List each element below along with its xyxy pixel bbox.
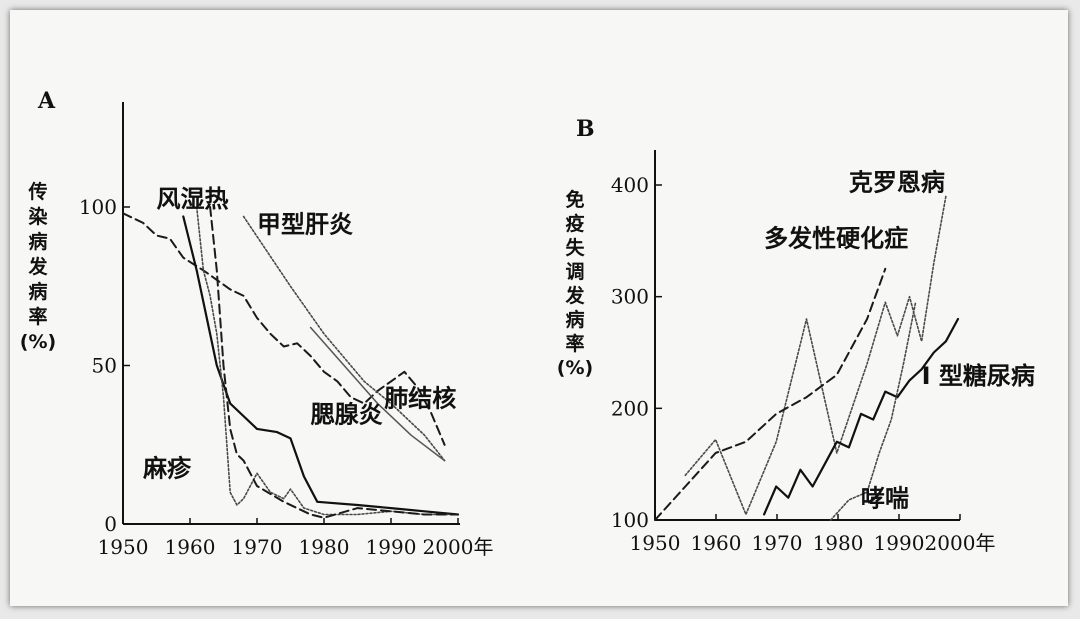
panel-b-label: B [576, 116, 595, 142]
panel-b-x-tick-label: 1990 [874, 531, 925, 555]
panel-a-series-label-0: 风湿热 [157, 185, 229, 213]
panel-a-series-label-1: 甲型肝炎 [257, 210, 353, 238]
panel-a-series-line-1 [242, 215, 446, 462]
panel-a-series-line-5 [209, 206, 459, 519]
panel-a-y-axis-label: 染 [28, 205, 47, 228]
panel-a-y-axis-label: 发 [27, 255, 48, 278]
panel-b-y-axis-label: 疫 [565, 212, 584, 235]
panel-b-x-tick-label: 1950 [630, 531, 681, 555]
panel-b-x-tick-label: 2000年 [925, 531, 996, 555]
panel-b-x-tick-label: 1960 [691, 531, 742, 555]
panel-b-y-axis-label: 病 [565, 308, 584, 331]
panel-a-y-axis-label: 率 [28, 305, 47, 328]
panel-a-y-axis-label: 病 [28, 230, 47, 253]
panel-a-series-label-2: 腮腺炎 [310, 401, 383, 429]
panel-b-series-line-3 [829, 301, 917, 521]
panel-b-y-axis-label: 发 [564, 284, 585, 307]
panel-a-y-axis-label: (%) [20, 331, 56, 353]
panel-a-series-line-0 [122, 212, 446, 446]
panel-b-y-tick-label: 100 [611, 508, 649, 532]
panel-b-y-tick-label: 400 [611, 173, 649, 197]
panel-a-series-label-3: 肺结核 [384, 385, 456, 413]
panel-a-x-tick-label: 2000年 [423, 535, 494, 559]
panel-a-y-axis-label: 病 [28, 280, 47, 303]
panel-a-y-axis-label: 传 [27, 180, 47, 203]
panel-b-series-line-1 [654, 267, 887, 521]
figure-frame: A 1950 1960 1970 1980 1990 2000年 0 50 100 传染病发病率 (%… [10, 10, 1068, 606]
panel-b-series-line-2 [762, 317, 960, 516]
panel-a-x-tick-label: 1980 [299, 535, 350, 559]
panel-b-series-label-1: 多发性硬化症 [764, 224, 908, 252]
panel-a-x-tick-label: 1970 [232, 535, 283, 559]
panel-b-y-tick-label: 200 [611, 396, 649, 420]
panel-a-y-tick-label: 100 [79, 195, 117, 219]
panel-b-series-label-3: 哮喘 [861, 485, 909, 513]
panel-a-y-tick-label: 0 [104, 512, 117, 536]
panel-b-y-axis-label: 失 [565, 236, 585, 259]
panel-b-y-axis-label: 率 [565, 332, 584, 355]
panel-b-x-tick-label: 1980 [813, 531, 864, 555]
panel-a-x-tick-label: 1960 [165, 535, 216, 559]
panel-a-x-tick-label: 1950 [98, 535, 149, 559]
panel-b-x-tick-label: 1970 [752, 531, 803, 555]
panel-b-series-label-0: 克罗恩病 [849, 169, 945, 197]
panel-a-label: A [37, 88, 56, 114]
panel-a-series-label-4: 麻疹 [142, 454, 192, 482]
panel-a-series-line-3 [182, 215, 460, 516]
panel-b-y-axis-label: 免 [565, 188, 584, 211]
panel-b-y-tick-label: 300 [611, 285, 649, 309]
panel-b-series-label-2: I 型糖尿病 [922, 362, 1035, 390]
panel-a-y-tick-label: 50 [92, 354, 117, 378]
panel-b-series-line-0 [684, 195, 947, 516]
panel-b-y-axis-label: 调 [565, 261, 584, 283]
panel-a-series-line-4 [195, 206, 459, 516]
panel-a-series-line-2 [309, 326, 446, 462]
panel-a-x-tick-label: 1990 [366, 535, 417, 559]
panel-b-y-axis-label: (%) [557, 357, 593, 379]
